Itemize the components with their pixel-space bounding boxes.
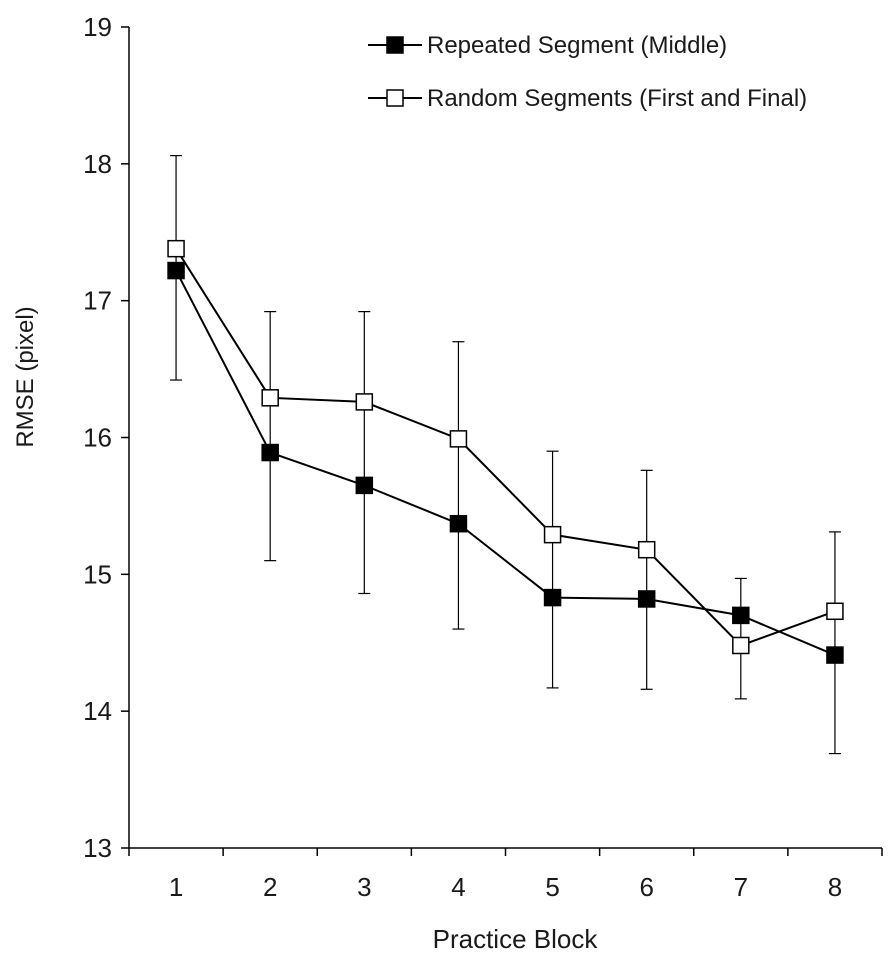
y-tick-label: 19 bbox=[83, 12, 112, 42]
series bbox=[167, 239, 844, 664]
series-1-point bbox=[355, 476, 374, 495]
x-tick-label: 5 bbox=[545, 872, 559, 902]
series-2-point bbox=[637, 540, 656, 559]
x-tick-label: 1 bbox=[169, 872, 183, 902]
x-tick-label: 4 bbox=[451, 872, 465, 902]
x-tick-label: 6 bbox=[639, 872, 653, 902]
series-2-point bbox=[261, 389, 279, 407]
series-1-point bbox=[167, 261, 185, 280]
series-2-point bbox=[167, 239, 185, 258]
axes: 13 14 15 16 17 18 19 1 2 3 4 5 6 7 8 bbox=[83, 12, 883, 902]
y-tick-label: 13 bbox=[83, 833, 112, 863]
x-tick-label: 7 bbox=[734, 872, 748, 902]
series-2-point bbox=[543, 525, 562, 544]
series-2-point bbox=[449, 430, 468, 448]
y-axis-label: RMSE (pixel) bbox=[12, 306, 39, 447]
series-1-point bbox=[732, 606, 750, 625]
y-tick-label: 16 bbox=[83, 423, 112, 453]
series-1-point bbox=[543, 588, 562, 607]
series-2-point bbox=[355, 393, 374, 411]
y-tick-label: 15 bbox=[83, 559, 112, 589]
series-2-point bbox=[826, 602, 844, 621]
y-tick-label: 14 bbox=[83, 696, 112, 726]
series-1-point bbox=[826, 646, 844, 664]
series-1-point bbox=[449, 514, 468, 533]
series-2-line bbox=[175, 248, 836, 647]
legend-label: Random Segments (First and Final) bbox=[427, 85, 807, 112]
x-tick-label: 8 bbox=[828, 872, 842, 902]
error-bars bbox=[170, 155, 841, 755]
x-tick-label: 3 bbox=[357, 872, 371, 902]
legend-label: Repeated Segment (Middle) bbox=[427, 32, 727, 59]
x-tick-label: 2 bbox=[263, 872, 277, 902]
legend-marker bbox=[386, 36, 404, 54]
series-1-point bbox=[261, 443, 279, 462]
y-tick-label: 18 bbox=[83, 149, 112, 179]
legend: Repeated Segment (Middle) Random Segments… bbox=[368, 32, 807, 112]
x-axis-label: Practice Block bbox=[433, 924, 599, 954]
legend-marker bbox=[386, 89, 404, 107]
series-1-line bbox=[175, 270, 836, 656]
y-tick-label: 17 bbox=[83, 286, 112, 316]
series-1-point bbox=[637, 590, 656, 608]
series-2-point bbox=[732, 636, 750, 655]
